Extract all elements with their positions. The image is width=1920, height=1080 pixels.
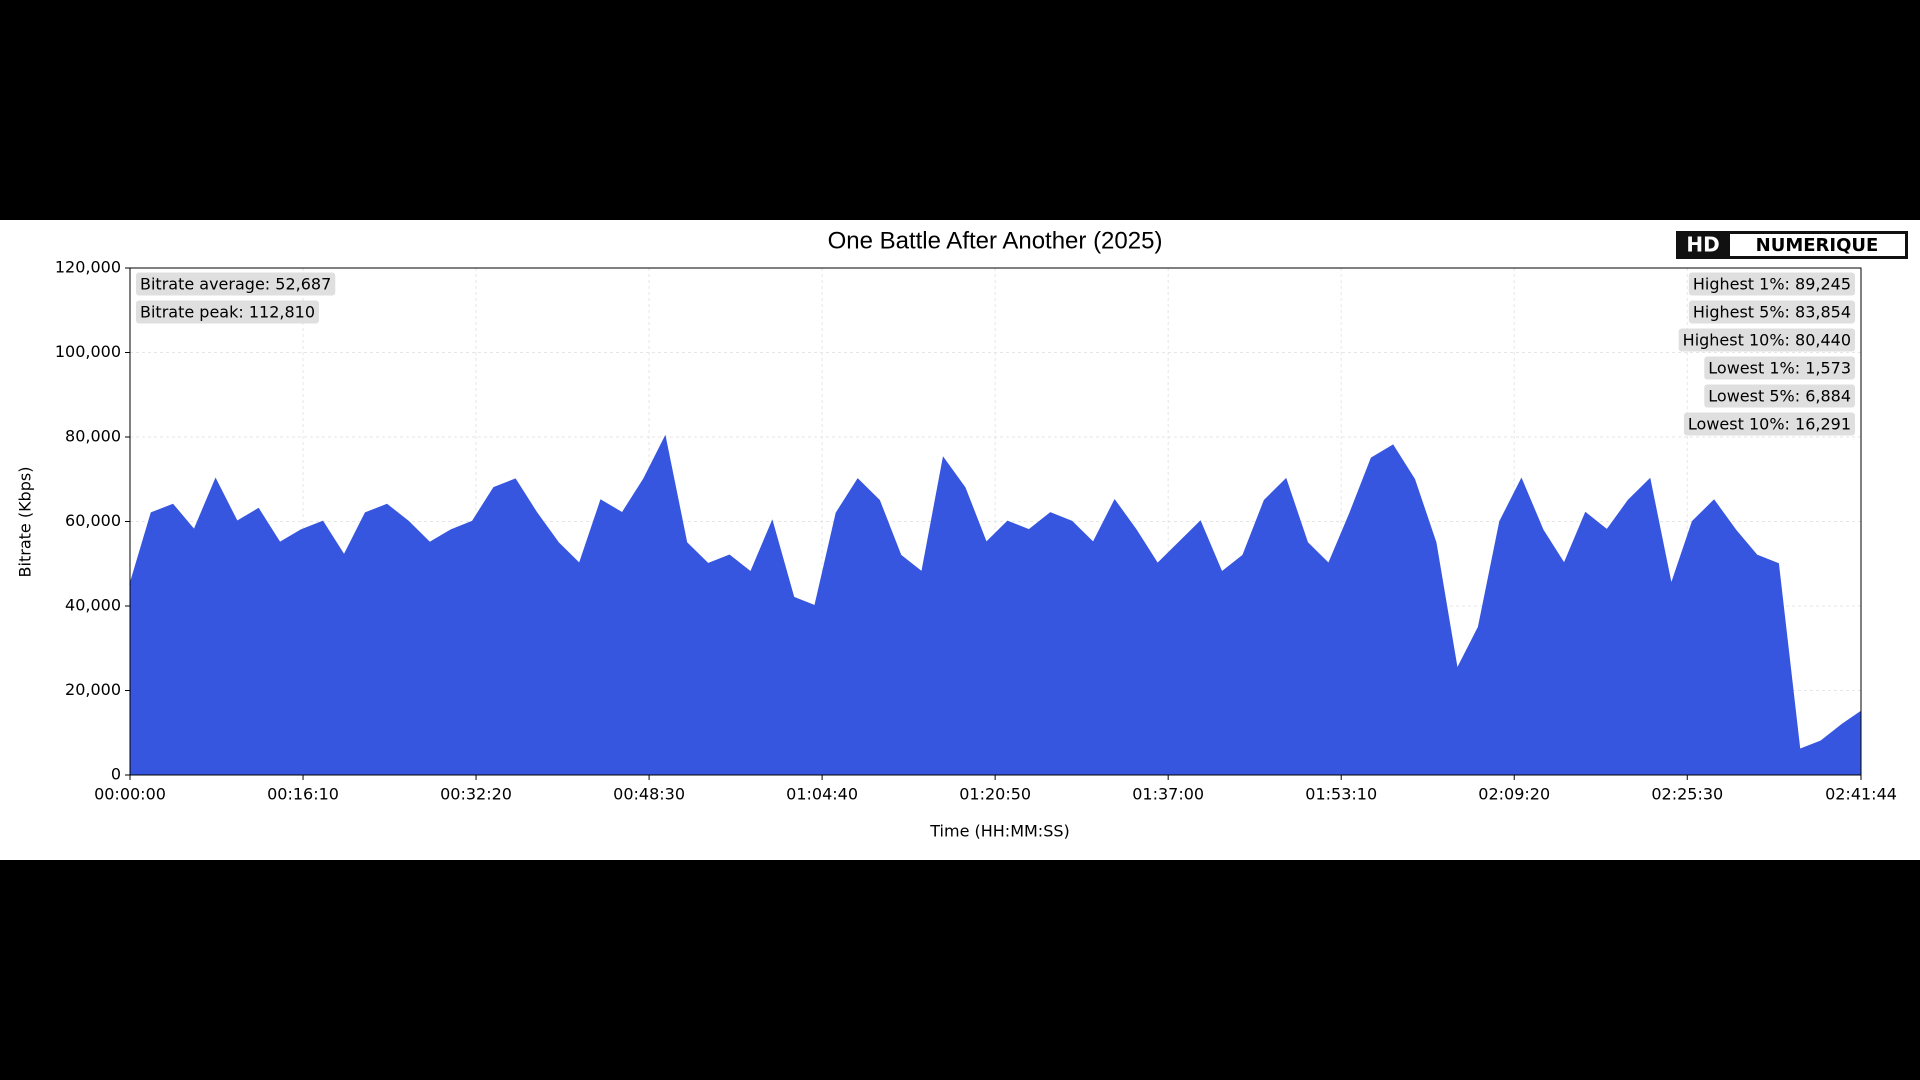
stat-box <box>1683 412 1855 436</box>
x-tick-label: 01:37:00 <box>1132 785 1204 804</box>
x-tick-label: 01:53:10 <box>1305 785 1377 804</box>
plot-frame <box>129 267 1862 776</box>
x-tick-label: 00:16:10 <box>267 785 339 804</box>
stat-label: Bitrate peak: 112,810 <box>140 303 315 322</box>
y-axis-label: Bitrate (Kbps) <box>16 467 35 578</box>
stat-box <box>136 272 336 296</box>
logo-text: NUMERIQUE <box>1756 235 1879 256</box>
stat-label: Highest 10%: 80,440 <box>1683 331 1851 350</box>
x-tick-label: 01:20:50 <box>959 785 1031 804</box>
x-tick-label: 00:32:20 <box>440 785 512 804</box>
x-tick-label: 02:09:20 <box>1478 785 1550 804</box>
x-tick-label: 00:48:30 <box>613 785 685 804</box>
area-line <box>129 434 1862 751</box>
stat-label: Lowest 10%: 16,291 <box>1688 415 1851 434</box>
x-tick-label: 02:25:30 <box>1651 785 1723 804</box>
x-tick-label: 00:00:00 <box>94 785 166 804</box>
y-tick-label: 120,000 <box>55 258 121 277</box>
stat-box <box>136 300 319 324</box>
stat-box <box>1678 328 1855 352</box>
stat-box <box>1688 300 1855 324</box>
stat-label: Lowest 1%: 1,573 <box>1708 359 1851 378</box>
stat-box <box>1688 272 1855 296</box>
x-tick-label: 01:04:40 <box>786 785 858 804</box>
stat-label: Lowest 5%: 6,884 <box>1708 387 1851 406</box>
logo-hd: HD <box>1686 233 1719 257</box>
stat-label: Bitrate average: 52,687 <box>140 275 331 294</box>
stat-box <box>1704 384 1855 408</box>
logo-inner <box>1730 234 1905 256</box>
y-tick-label: 60,000 <box>65 511 121 530</box>
stat-label: Highest 5%: 83,854 <box>1693 303 1851 322</box>
x-axis-label: Time (HH:MM:SS) <box>929 822 1070 841</box>
x-tick-label: 02:41:44 <box>1825 785 1897 804</box>
stat-label: Highest 1%: 89,245 <box>1693 275 1851 294</box>
chart-title: One Battle After Another (2025) <box>828 227 1163 254</box>
y-tick-label: 0 <box>111 765 121 784</box>
y-tick-label: 20,000 <box>65 680 121 699</box>
y-tick-label: 80,000 <box>65 427 121 446</box>
y-tick-label: 40,000 <box>65 596 121 615</box>
stat-box <box>1704 356 1855 380</box>
y-tick-label: 100,000 <box>55 342 121 361</box>
